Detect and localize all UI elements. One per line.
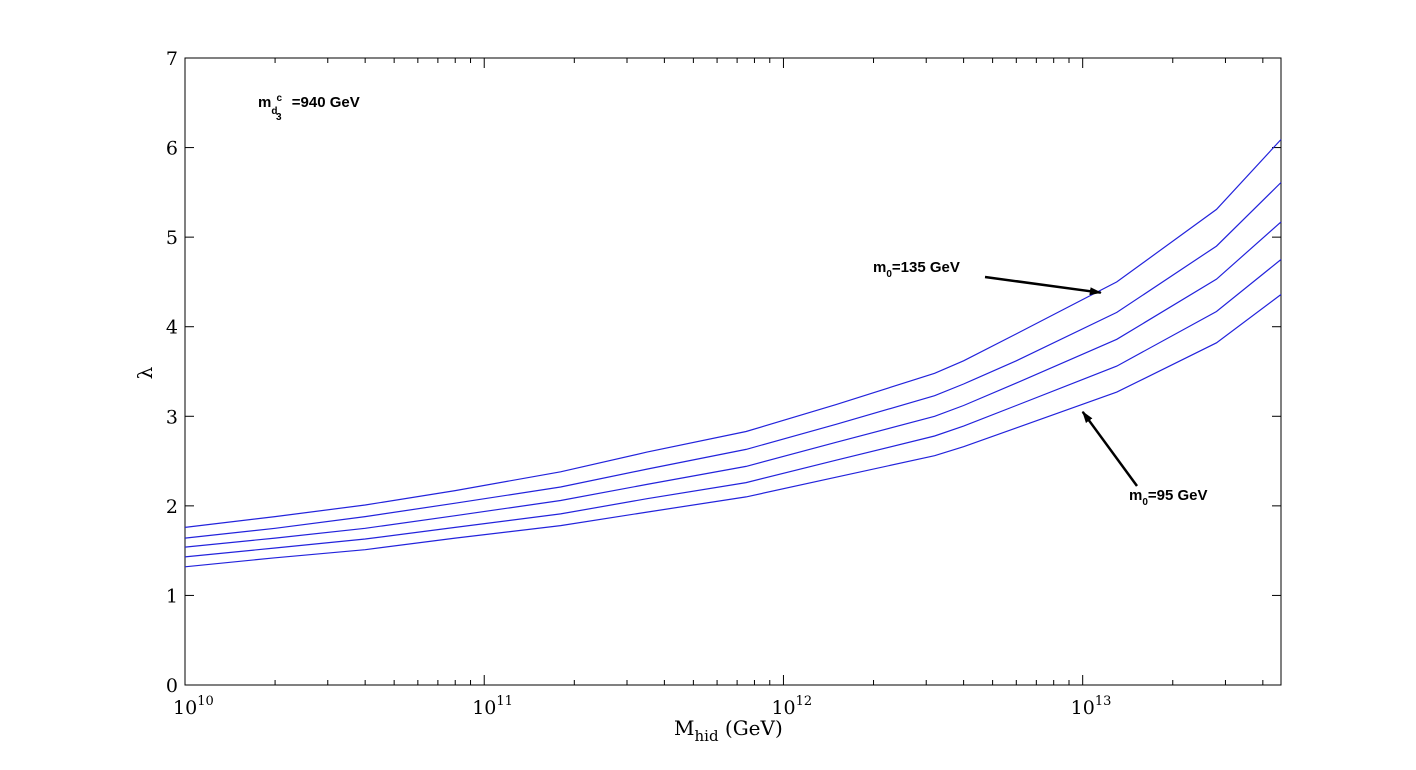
annotation-label-2: m0=95 GeV <box>1129 487 1208 508</box>
y-tick-label: 6 <box>166 138 178 160</box>
y-axis-label: λ <box>133 366 157 379</box>
y-tick-label: 2 <box>166 496 178 518</box>
y-tick-label: 1 <box>166 585 178 607</box>
annotation-arrow-2 <box>1081 411 1139 487</box>
series-line-5 <box>184 294 1282 568</box>
y-tick-label: 5 <box>166 227 178 249</box>
series-line-4 <box>184 259 1282 558</box>
y-tick-label: 4 <box>166 317 178 339</box>
series-line-3 <box>184 221 1282 548</box>
plot-frame <box>184 57 1282 686</box>
y-tick-label: 0 <box>166 675 178 697</box>
x-tick-label: 1013 <box>1071 694 1112 719</box>
x-tick-label: 1010 <box>173 694 214 719</box>
axis-ticks: 0 1 2 3 4 5 6 7 1010 1011 1012 1013 <box>166 48 1281 719</box>
series-line-2 <box>184 182 1282 539</box>
annotation-arrow-1 <box>984 275 1102 296</box>
y-tick-label: 3 <box>166 406 178 428</box>
x-tick-label: 1012 <box>771 694 812 719</box>
series-group <box>184 139 1282 568</box>
y-tick-label: 7 <box>166 48 178 70</box>
x-tick-label: 1011 <box>472 694 513 719</box>
x-axis-label: Mhid (GeV) <box>674 716 783 745</box>
annotation-group: m0=135 GeV m0=95 GeV <box>873 259 1208 508</box>
corner-label: mdc 3 =940 GeV <box>258 93 360 123</box>
annotation-label-1: m0=135 GeV <box>873 259 960 280</box>
